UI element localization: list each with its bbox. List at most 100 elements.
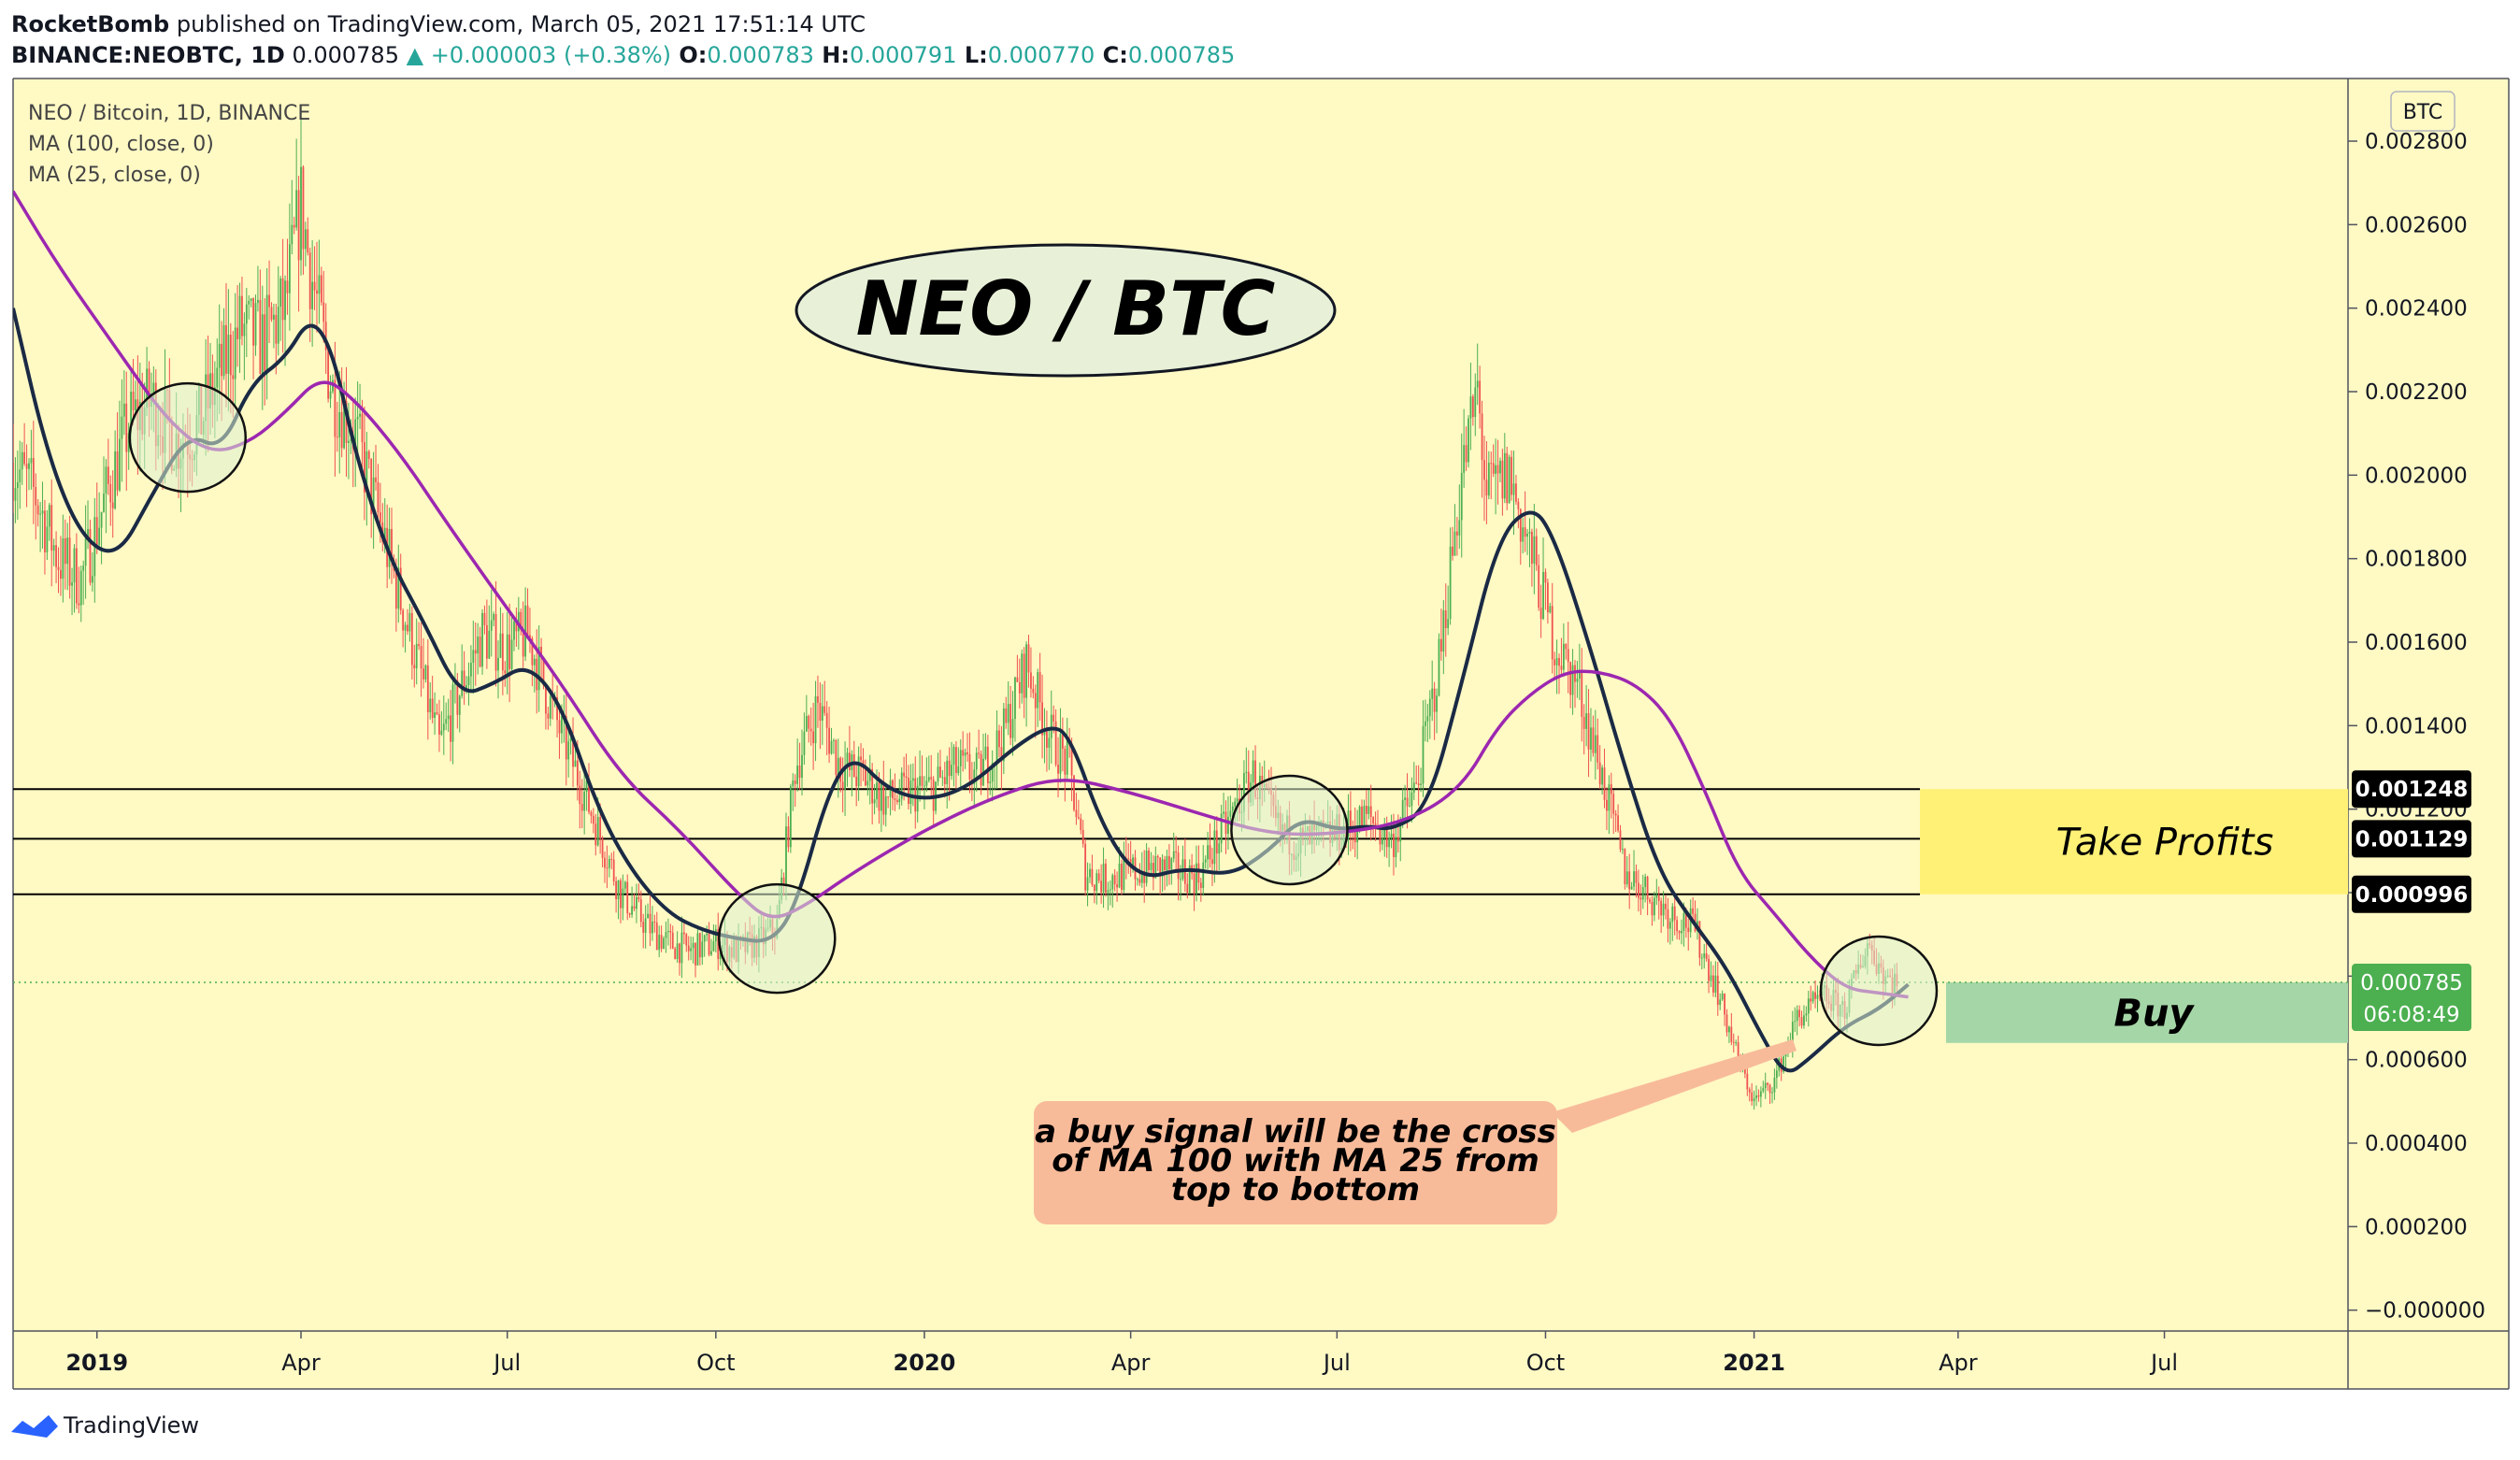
candle-body: [792, 780, 795, 787]
candle-body: [1791, 1022, 1794, 1045]
candle-body: [340, 411, 343, 449]
candle-body: [943, 777, 946, 784]
candle-body: [1369, 806, 1372, 818]
candle-body: [1061, 734, 1064, 750]
time-scale[interactable]: [13, 1331, 2348, 1389]
candle-body: [841, 781, 844, 790]
candle-body: [1393, 833, 1395, 858]
candle-body: [567, 741, 570, 760]
legend-ma25[interactable]: MA (25, close, 0): [28, 164, 201, 187]
level-tag-bg-0: [2352, 770, 2471, 809]
currency-label[interactable]: BTC: [2403, 101, 2443, 124]
candle-body: [311, 281, 314, 309]
candle-body: [1578, 671, 1581, 680]
candle-body: [146, 368, 148, 408]
candle-body: [1487, 463, 1490, 496]
candle-body: [1428, 698, 1431, 717]
candle-body: [1234, 801, 1237, 807]
candle-body: [1775, 1070, 1778, 1079]
candle-body: [388, 528, 391, 567]
y-tick-label: −0.000000: [2365, 1299, 2485, 1324]
candle-body: [261, 314, 264, 374]
candle-body: [545, 685, 547, 714]
candle-body: [1023, 653, 1025, 698]
candle-body: [900, 772, 903, 799]
candle-body: [1603, 767, 1606, 800]
candle-body: [281, 278, 284, 321]
price-tag-bg: [2352, 964, 2471, 1032]
candle-body: [30, 458, 33, 464]
candle-body: [359, 413, 361, 417]
candle-body: [651, 922, 653, 934]
candle-body: [1252, 760, 1254, 783]
candle-body: [1700, 957, 1703, 959]
candle-body: [440, 730, 443, 735]
publish-details: published on TradingView.com, March 05, …: [169, 11, 866, 37]
candle-body: [1116, 884, 1118, 888]
y-tick-label: 0.002200: [2365, 380, 2468, 405]
candle-body: [809, 728, 812, 732]
candle-body: [1587, 713, 1590, 750]
candle-body: [1712, 975, 1714, 993]
candle-body: [1810, 998, 1812, 1002]
candle-body: [844, 766, 846, 790]
candle-body: [1138, 879, 1141, 883]
candle-body: [250, 298, 252, 301]
candle-body: [1662, 903, 1665, 916]
candle-body: [565, 716, 567, 760]
candle-body: [1436, 695, 1438, 712]
candle-body: [1118, 863, 1121, 888]
candle-body: [823, 706, 826, 713]
candle-body: [343, 400, 345, 449]
candle-body: [87, 529, 89, 539]
candle-body: [1431, 688, 1434, 699]
legend-ma100[interactable]: MA (100, close, 0): [28, 133, 214, 156]
candle-body: [1213, 830, 1216, 865]
price-scale[interactable]: [2348, 79, 2509, 1331]
candle-body: [639, 899, 642, 923]
candle-body: [880, 783, 882, 811]
candle-body: [1444, 609, 1447, 629]
candle-body: [1628, 871, 1631, 890]
candle-body: [789, 786, 792, 848]
candle-body: [846, 752, 849, 767]
candle-body: [422, 668, 424, 680]
candle-body: [375, 477, 377, 482]
candle-body: [241, 295, 243, 336]
candle-body: [268, 294, 270, 308]
candle-body: [447, 715, 450, 720]
candle-body: [884, 796, 887, 815]
candle-body: [354, 419, 357, 450]
candle-body: [1054, 721, 1057, 766]
candle-body: [329, 391, 332, 399]
candle-body: [1503, 452, 1506, 499]
candle-body: [39, 513, 42, 515]
candle-body: [1159, 857, 1162, 877]
candle-body: [924, 785, 925, 787]
candle-body: [588, 780, 590, 812]
candle-body: [494, 613, 497, 671]
candle-body: [275, 314, 278, 344]
candle-body: [316, 290, 318, 294]
cross-circles: [128, 381, 1939, 1047]
candle-body: [1089, 868, 1091, 878]
candle-body: [1032, 688, 1035, 694]
candle-body: [957, 766, 960, 773]
candle-body: [864, 767, 866, 786]
candle-body: [1535, 536, 1538, 565]
candle-body: [930, 777, 933, 780]
candle-body: [529, 635, 531, 638]
candle-body: [111, 502, 114, 508]
candle-body: [1018, 681, 1021, 694]
candle-body: [1167, 855, 1170, 870]
candle-body: [1721, 993, 1724, 1000]
candle-body: [794, 780, 796, 784]
candle-body: [135, 399, 136, 410]
currency-button[interactable]: [2390, 91, 2456, 132]
candle-body: [472, 650, 475, 664]
candle-body: [1199, 882, 1202, 889]
candle-body: [1601, 767, 1603, 785]
candle-body: [1590, 727, 1592, 750]
candle-body: [808, 715, 810, 729]
